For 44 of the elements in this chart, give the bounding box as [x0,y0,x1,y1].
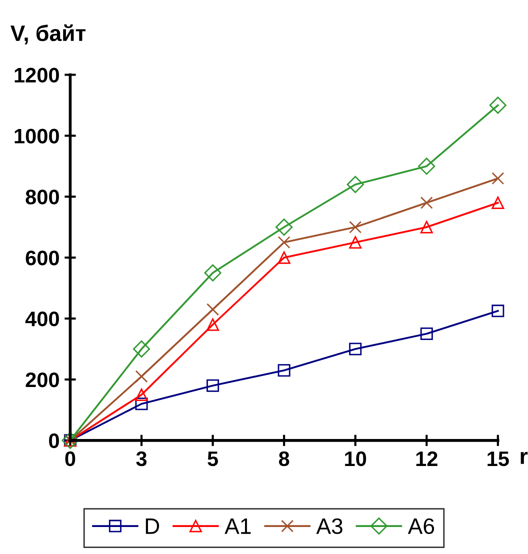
point [278,364,290,377]
y-tick-label: 0 [49,433,59,448]
point [492,196,504,210]
x-tick-label: 8 [278,451,290,466]
x-tick-label: 3 [136,451,147,466]
point [278,236,290,249]
point [492,304,504,318]
x-tick-label: 10 [345,451,366,466]
legend-label: A3 [316,518,342,534]
point [349,236,362,249]
x-tick-label: 15 [488,452,509,466]
point [204,264,222,282]
point [135,388,148,401]
point [489,96,506,114]
legend-label: A6 [408,518,434,534]
y-axis-title: V, байт [10,24,86,44]
y-tick-label: 600 [26,250,59,266]
point [420,328,433,340]
point [492,172,504,185]
point [420,220,433,234]
point [346,176,364,194]
x-axis-title: r [520,452,528,464]
point [420,196,433,210]
y-tick-label: 200 [26,372,59,388]
point [349,342,362,356]
point [276,218,293,236]
point [349,220,362,234]
point [135,370,148,383]
x-tick-label: 0 [65,451,76,466]
y-tick-label: 400 [25,312,59,326]
x-tick-label: 12 [416,451,438,466]
point [278,251,290,264]
point [135,398,148,410]
point [418,158,436,175]
point [206,379,220,392]
legend-label: A1 [224,518,251,534]
legend-label: D [146,518,160,534]
point [206,318,220,331]
y-tick-label: 1200 [14,68,59,83]
x-tick-label: 5 [208,452,218,466]
y-tick-label: 800 [26,190,59,204]
point [206,303,220,316]
point [132,340,150,358]
y-tick-label: 1000 [14,128,59,144]
